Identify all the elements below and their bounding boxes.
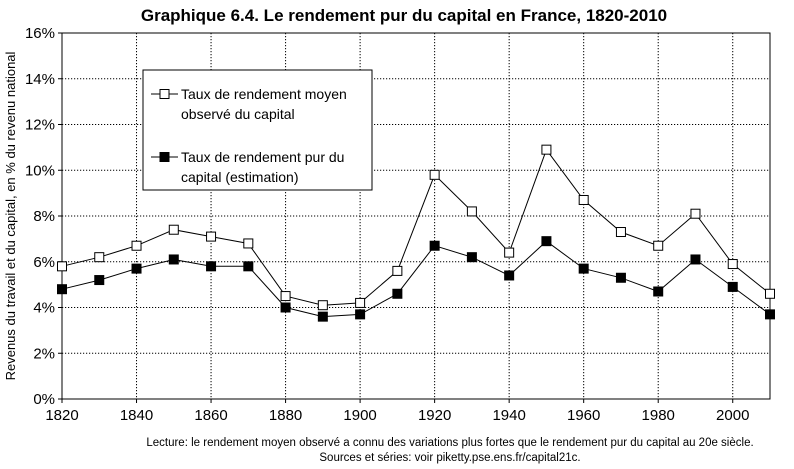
- x-axis: 1820 1840 1860 1880 1900 1920 1940 1960 1980 2000: [45, 399, 749, 424]
- data-point-pure-return: [243, 261, 254, 272]
- y-axis: 0% 2% 4% 6% 8% 10% 12% 14% 16%: [25, 25, 62, 408]
- x-tick-label: 1900: [343, 407, 376, 424]
- data-point-pure-return: [392, 288, 403, 299]
- chart-title: Graphique 6.4. Le rendement pur du capit…: [141, 6, 667, 25]
- data-point-average-return: [615, 227, 626, 238]
- x-tick-label: 1920: [418, 407, 451, 424]
- data-point-pure-return: [466, 252, 477, 263]
- data-point-pure-return: [727, 281, 738, 292]
- data-point-average-return: [243, 238, 254, 249]
- series-line-pure-return: [61, 240, 771, 318]
- legend-marker-icon: [159, 89, 170, 99]
- data-point-pure-return: [765, 309, 775, 320]
- data-point-pure-return: [504, 270, 515, 281]
- data-point-pure-return: [280, 302, 291, 313]
- x-tick-label: 1860: [194, 407, 227, 424]
- data-point-pure-return: [578, 263, 589, 274]
- x-tick-label: 1840: [120, 407, 153, 424]
- data-point-average-return: [727, 259, 738, 270]
- x-tick-label: 1960: [567, 407, 600, 424]
- y-tick-label: 6%: [33, 254, 55, 271]
- x-tick-label: 1820: [45, 407, 78, 424]
- data-point-average-return: [504, 247, 515, 258]
- data-point-average-return: [653, 240, 664, 251]
- data-point-average-return: [355, 297, 366, 308]
- legend-label: Taux de rendement pur du: [181, 149, 344, 165]
- data-point-pure-return: [131, 263, 142, 274]
- data-point-pure-return: [57, 284, 67, 295]
- y-axis-label: Revenus du travail et du capital, en % d…: [3, 51, 18, 380]
- sources-note: Sources et séries: voir piketty.pse.ens.…: [319, 452, 580, 464]
- data-point-average-return: [131, 240, 142, 251]
- x-tick-label: 2000: [716, 407, 749, 424]
- data-point-pure-return: [429, 240, 440, 251]
- x-tick-label: 1980: [642, 407, 675, 424]
- y-tick-label: 8%: [33, 208, 55, 225]
- data-point-pure-return: [615, 272, 626, 283]
- y-tick-label: 4%: [33, 300, 55, 317]
- data-point-average-return: [541, 144, 552, 155]
- reading-note: Lecture: le rendement moyen observé a co…: [146, 437, 753, 449]
- y-tick-label: 12%: [25, 117, 55, 134]
- x-tick-label: 1880: [269, 407, 302, 424]
- y-tick-label: 14%: [25, 71, 55, 88]
- x-tick-label: 1940: [492, 407, 525, 424]
- data-point-pure-return: [653, 286, 664, 297]
- legend-label: capital (estimation): [181, 169, 299, 185]
- y-tick-label: 2%: [33, 345, 55, 362]
- series-group: [57, 144, 775, 322]
- data-point-pure-return: [206, 261, 217, 272]
- data-point-average-return: [392, 265, 403, 276]
- data-point-pure-return: [355, 309, 366, 320]
- data-point-average-return: [578, 194, 589, 205]
- y-tick-label: 10%: [25, 162, 55, 179]
- legend-label: observé du capital: [181, 106, 295, 122]
- data-point-average-return: [466, 206, 477, 217]
- legend-label: Taux de rendement moyen: [181, 86, 347, 102]
- data-point-pure-return: [317, 311, 328, 322]
- data-point-average-return: [765, 288, 775, 299]
- data-point-average-return: [168, 224, 179, 235]
- data-point-pure-return: [168, 254, 179, 265]
- data-point-average-return: [690, 208, 701, 219]
- data-point-average-return: [280, 291, 291, 302]
- data-point-average-return: [94, 252, 105, 263]
- data-point-pure-return: [690, 254, 701, 265]
- data-point-pure-return: [94, 275, 105, 286]
- data-point-average-return: [206, 231, 217, 242]
- legend-marker-icon: [159, 152, 170, 162]
- series-line-average-return: [61, 148, 771, 306]
- data-point-pure-return: [541, 236, 552, 247]
- y-tick-label: 16%: [25, 25, 55, 42]
- legend-box: [142, 69, 373, 191]
- data-point-average-return: [429, 169, 440, 180]
- data-point-average-return: [57, 261, 67, 272]
- y-tick-label: 0%: [33, 391, 55, 408]
- legend: Taux de rendement moyen observé du capita…: [142, 69, 373, 191]
- data-point-average-return: [317, 300, 328, 311]
